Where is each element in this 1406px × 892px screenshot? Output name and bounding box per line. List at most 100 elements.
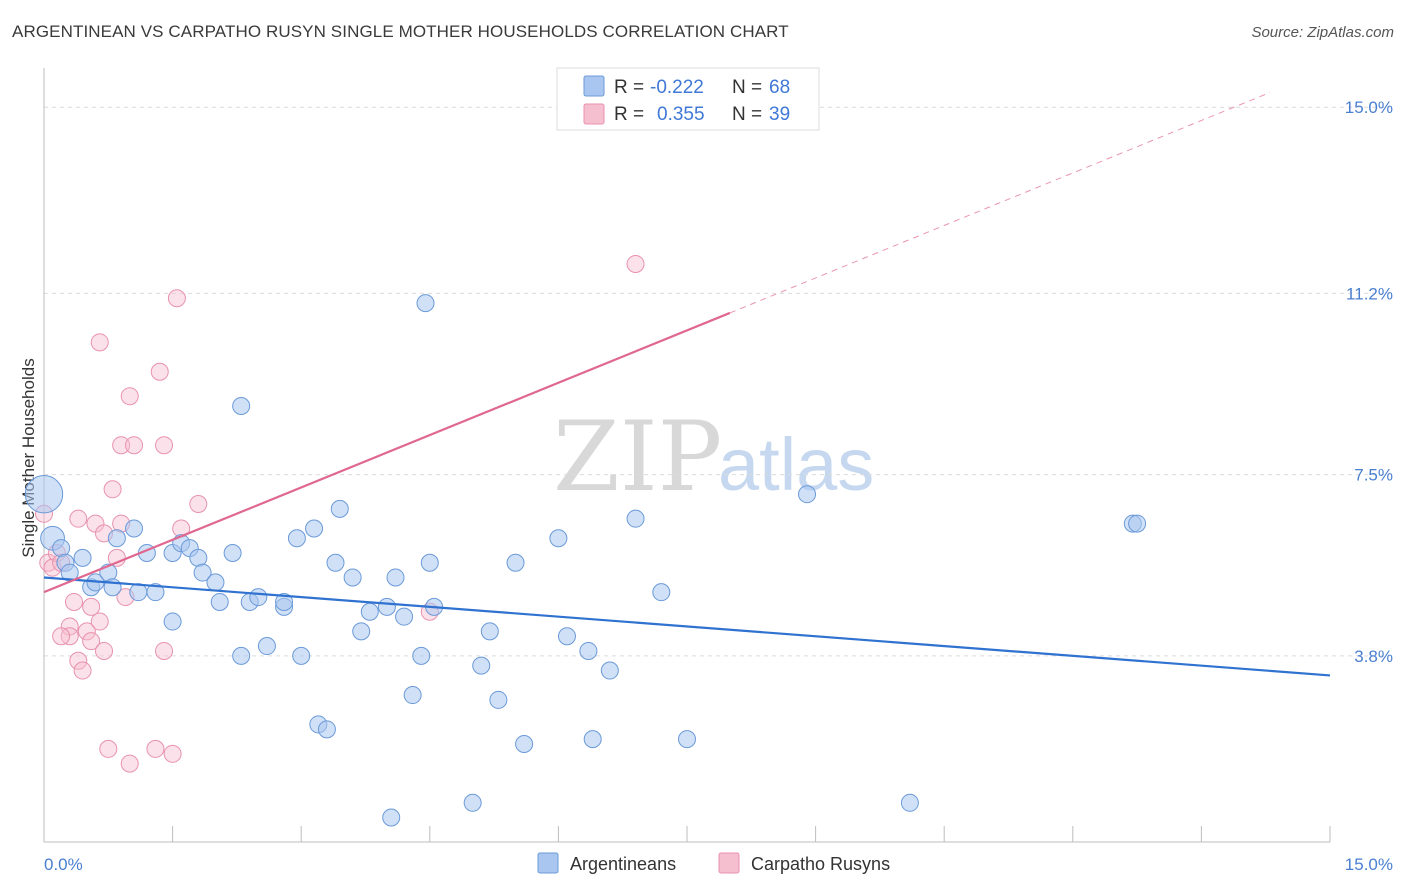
y-tick-label-1: 7.5% xyxy=(1354,466,1393,485)
point-carpatho-26 xyxy=(120,387,139,406)
point-carpatho-7 xyxy=(65,592,84,611)
point-carpatho-11 xyxy=(77,622,96,641)
point-argentineans-21 xyxy=(206,573,225,592)
point-argentineans-22 xyxy=(210,592,229,611)
point-carpatho-13 xyxy=(82,632,101,651)
gridlines xyxy=(44,106,1390,657)
point-argentineans-58 xyxy=(579,641,598,660)
point-carpatho-33 xyxy=(167,289,186,308)
point-argentineans-52 xyxy=(480,622,499,641)
stats-legend: R = -0.222 N = 68 R = 0.355 N = 39 xyxy=(556,67,820,131)
trend-line-extension-carpatho-rusyns xyxy=(729,92,1271,314)
point-argentineans-31 xyxy=(287,529,306,548)
legend-r-label-1: R = xyxy=(614,77,644,98)
point-argentineans-41 xyxy=(377,597,396,616)
watermark-atlas: atlas xyxy=(718,423,874,506)
point-argentineans-55 xyxy=(515,735,534,754)
watermark: ZIP atlas xyxy=(553,401,874,513)
point-argentineans-48 xyxy=(420,553,439,572)
point-argentineans-36 xyxy=(326,553,345,572)
point-argentineans-65 xyxy=(900,793,919,812)
point-carpatho-31 xyxy=(155,436,174,455)
y-tick-label-0: 3.8% xyxy=(1354,647,1393,666)
x-tick-label-min: 0.0% xyxy=(44,855,83,874)
point-argentineans-5 xyxy=(73,548,92,567)
point-argentineans-51 xyxy=(472,656,491,675)
point-argentineans-60 xyxy=(600,661,619,680)
point-argentineans-37 xyxy=(330,499,349,518)
point-argentineans-35 xyxy=(317,720,336,739)
point-argentineans-0 xyxy=(24,474,64,514)
point-argentineans-12 xyxy=(129,583,148,602)
point-argentineans-25 xyxy=(232,397,251,416)
point-argentineans-23 xyxy=(223,543,242,562)
legend-n-label-1: N = xyxy=(732,77,762,98)
legend-item-argentineans: Argentineans xyxy=(570,854,676,874)
point-carpatho-38 xyxy=(52,627,71,646)
point-argentineans-46 xyxy=(412,646,431,665)
y-tick-label-2: 11.2% xyxy=(1346,284,1393,303)
legend-r-label-2: R = xyxy=(614,104,644,125)
point-carpatho-37 xyxy=(626,254,645,273)
point-argentineans-27 xyxy=(249,588,268,607)
point-carpatho-27 xyxy=(125,436,144,455)
trend-line-carpatho-rusyns xyxy=(43,311,731,594)
point-carpatho-19 xyxy=(99,739,118,758)
watermark-zip: ZIP xyxy=(553,401,722,513)
trend-lines xyxy=(43,92,1331,677)
point-argentineans-56 xyxy=(549,529,568,548)
point-carpatho-23 xyxy=(112,436,131,455)
point-argentineans-10 xyxy=(107,529,126,548)
point-argentineans-50 xyxy=(463,793,482,812)
point-argentineans-62 xyxy=(652,583,671,602)
point-carpatho-32 xyxy=(163,744,182,763)
legend-r-value-1: -0.222 xyxy=(650,77,704,98)
point-argentineans-28 xyxy=(257,637,276,656)
point-argentineans-67 xyxy=(1128,514,1147,533)
series-argentineans xyxy=(24,294,1147,827)
point-carpatho-10 xyxy=(73,661,92,680)
point-argentineans-53 xyxy=(489,690,508,709)
legend-swatch-pink xyxy=(583,103,605,125)
legend-item-carpatho-swatch xyxy=(718,852,740,874)
point-argentineans-38 xyxy=(343,568,362,587)
y-tick-labels: 3.8% 7.5% 11.2% 15.0% xyxy=(1345,98,1393,666)
point-argentineans-11 xyxy=(125,519,144,538)
trend-line-argentineans xyxy=(43,576,1331,677)
point-argentineans-15 xyxy=(163,612,182,631)
point-argentineans-57 xyxy=(557,627,576,646)
point-carpatho-12 xyxy=(82,597,101,616)
point-argentineans-39 xyxy=(352,622,371,641)
point-carpatho-25 xyxy=(120,754,139,773)
source-label: Source: ZipAtlas.com xyxy=(1251,24,1394,41)
point-carpatho-35 xyxy=(189,494,208,513)
legend-item-argentineans-swatch xyxy=(537,852,559,874)
legend-swatch-blue xyxy=(583,75,605,97)
point-argentineans-47 xyxy=(416,294,435,313)
point-argentineans-20 xyxy=(193,563,212,582)
point-carpatho-15 xyxy=(90,612,109,631)
point-carpatho-28 xyxy=(146,739,165,758)
point-carpatho-20 xyxy=(103,480,122,499)
x-ticks xyxy=(43,826,1331,842)
point-argentineans-44 xyxy=(395,607,414,626)
y-axis-label: Single Mother Households xyxy=(19,358,38,557)
point-argentineans-40 xyxy=(360,602,379,621)
point-argentineans-64 xyxy=(798,485,817,504)
legend-n-value-2: 39 xyxy=(769,104,790,125)
point-carpatho-8 xyxy=(69,651,88,670)
point-argentineans-63 xyxy=(678,730,696,749)
point-argentineans-59 xyxy=(583,730,602,749)
legend-n-value-1: 68 xyxy=(769,77,790,98)
point-argentineans-14 xyxy=(146,583,165,602)
legend-n-label-2: N = xyxy=(732,104,762,125)
point-argentineans-43 xyxy=(386,568,405,587)
point-carpatho-17 xyxy=(95,641,114,660)
point-argentineans-54 xyxy=(506,553,525,572)
legend-r-value-2: 0.355 xyxy=(657,104,705,125)
point-argentineans-33 xyxy=(305,519,324,538)
point-argentineans-32 xyxy=(292,646,311,665)
legend-item-carpatho-rusyns: Carpatho Rusyns xyxy=(751,854,890,874)
point-argentineans-42 xyxy=(382,808,401,827)
